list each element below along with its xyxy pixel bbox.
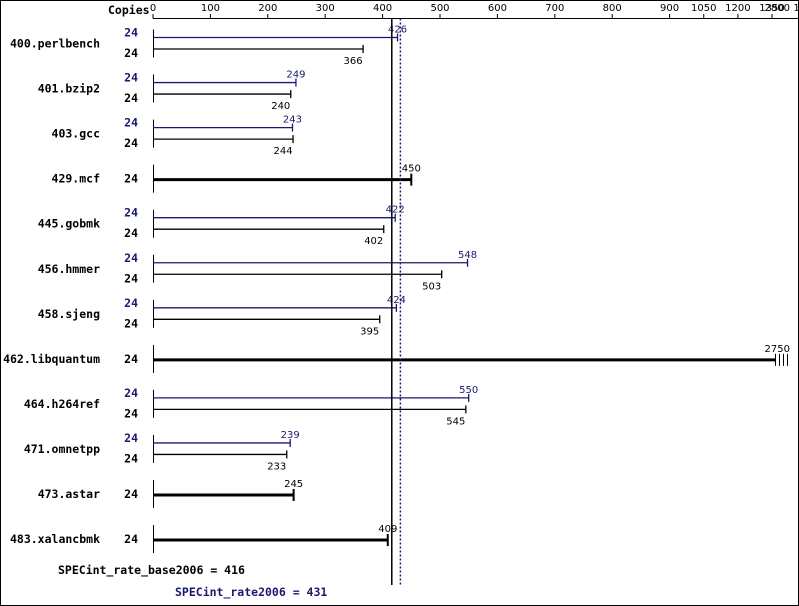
- base-copies: 24: [124, 91, 138, 105]
- base-value-label: 409: [378, 524, 397, 535]
- peak-copies: 24: [124, 116, 138, 130]
- summary-base-label: SPECint_rate_base2006 = 416: [58, 563, 245, 578]
- benchmark-row: 445.gobmk 24 24 422 402: [38, 205, 405, 248]
- peak-copies: 24: [124, 296, 138, 310]
- base-copies: 24: [124, 532, 138, 546]
- benchmark-row: 473.astar 24 245: [38, 479, 303, 508]
- base-value-label: 450: [402, 164, 421, 175]
- benchmark-name: 473.astar: [38, 487, 100, 501]
- peak-value-label: 548: [458, 250, 477, 261]
- copies-header: Copies: [108, 3, 150, 17]
- base-value-label: 244: [274, 146, 293, 157]
- benchmark-row: 462.libquantum 24 2750: [3, 344, 790, 373]
- summary-peak-label: SPECint_rate2006 = 431: [175, 585, 327, 600]
- benchmark-row: 401.bzip2 24 24 249 240: [38, 70, 306, 113]
- base-copies: 24: [124, 46, 138, 60]
- benchmark-row: 483.xalancbmk 24 409: [10, 524, 397, 554]
- benchmark-name: 483.xalancbmk: [10, 532, 100, 546]
- benchmark-name: 429.mcf: [52, 172, 101, 186]
- x-tick-label: 0: [150, 3, 156, 14]
- benchmark-name: 445.gobmk: [38, 217, 100, 231]
- x-tick-label: 1500: [793, 3, 799, 14]
- base-value-label: 402: [364, 236, 383, 247]
- peak-copies: 24: [124, 251, 138, 265]
- x-tick-label: 1200: [725, 3, 750, 14]
- x-tick-label: 500: [430, 3, 449, 14]
- peak-value-label: 239: [281, 430, 300, 441]
- peak-copies: 24: [124, 206, 138, 220]
- benchmark-name: 456.hmmer: [38, 262, 100, 276]
- benchmark-name: 471.omnetpp: [24, 442, 100, 456]
- peak-value-label: 243: [283, 115, 302, 126]
- x-tick-label: 2800: [765, 3, 790, 14]
- peak-value-label: 550: [459, 385, 478, 396]
- benchmark-row: 403.gcc 24 24 243 244: [52, 115, 302, 158]
- benchmark-name: 401.bzip2: [38, 82, 100, 96]
- benchmark-name: 462.libquantum: [3, 352, 100, 366]
- x-tick-label: 1350: [759, 3, 784, 14]
- base-copies: 24: [124, 172, 138, 186]
- base-copies: 24: [124, 226, 138, 240]
- x-tick-label: 300: [316, 3, 335, 14]
- base-copies: 24: [124, 352, 138, 366]
- base-value-label: 395: [360, 326, 379, 337]
- reference-lines: [391, 18, 402, 585]
- benchmark-row: 456.hmmer 24 24 548 503: [38, 250, 477, 293]
- x-tick-label: 200: [258, 3, 277, 14]
- peak-copies: 24: [124, 386, 138, 400]
- benchmark-row: 458.sjeng 24 24 424 395: [38, 295, 406, 338]
- base-value-label: 2750: [765, 344, 790, 355]
- x-tick-label: 700: [545, 3, 564, 14]
- base-copies: 24: [124, 406, 138, 420]
- peak-copies: 24: [124, 71, 138, 85]
- x-tick-label: 100: [201, 3, 220, 14]
- benchmark-name: 458.sjeng: [38, 307, 100, 321]
- base-value-label: 366: [344, 56, 363, 67]
- base-copies: 24: [124, 136, 138, 150]
- base-value-label: 545: [446, 416, 465, 427]
- x-tick-label: 900: [660, 3, 679, 14]
- peak-copies: 24: [124, 431, 138, 445]
- x-tick-label: 1050: [691, 3, 716, 14]
- base-value-label: 245: [284, 479, 303, 490]
- benchmark-row: 471.omnetpp 24 24 239 233: [24, 430, 300, 473]
- base-value-label: 233: [267, 461, 286, 472]
- base-copies: 24: [124, 316, 138, 330]
- x-tick-label: 400: [373, 3, 392, 14]
- x-tick-label: 600: [488, 3, 507, 14]
- benchmark-row: 464.h264ref 24 24 550 545: [24, 385, 478, 428]
- benchmark-name: 403.gcc: [52, 127, 100, 141]
- base-value-label: 240: [271, 101, 290, 112]
- peak-value-label: 422: [386, 205, 405, 216]
- base-copies: 24: [124, 271, 138, 285]
- x-axis-ticks: 0 100 200 300 400 500 600 700 800 900 1050 1200 1350…: [150, 3, 799, 19]
- peak-value-label: 249: [286, 70, 305, 81]
- peak-value-label: 426: [388, 25, 407, 36]
- benchmark-row: 429.mcf 24 450: [52, 164, 421, 193]
- benchmark-row: 400.perlbench 24 24 426 366: [10, 25, 407, 68]
- base-copies: 24: [124, 487, 138, 501]
- base-copies: 24: [124, 451, 138, 465]
- x-tick-label: 800: [603, 3, 622, 14]
- base-value-label: 503: [422, 281, 441, 292]
- benchmark-name: 400.perlbench: [10, 37, 100, 51]
- peak-value-label: 424: [387, 295, 406, 306]
- benchmark-rows: 400.perlbench 24 24 426 366 401.bzip2 24 24 249 2…: [3, 25, 790, 554]
- peak-copies: 24: [124, 26, 138, 40]
- benchmark-name: 464.h264ref: [24, 397, 100, 411]
